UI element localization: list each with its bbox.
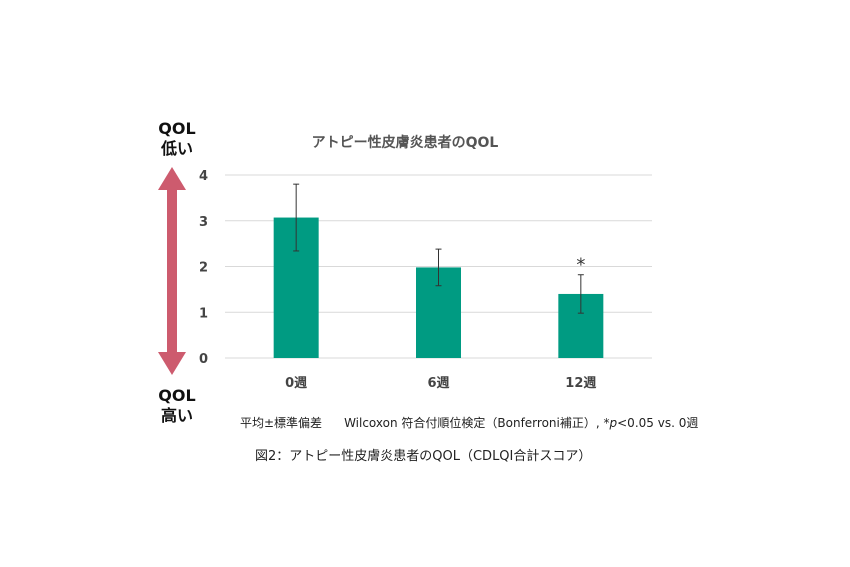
y-tick-label: 1: [199, 306, 208, 321]
y-tick-label: 3: [199, 215, 208, 230]
arrow-head-down: [158, 352, 186, 375]
x-category-label: 0週: [285, 376, 307, 391]
statistics-note: 平均±標準偏差 Wilcoxon 符合付順位検定（Bonferroni補正）, *…: [240, 414, 800, 431]
x-category-label: 6週: [427, 376, 449, 391]
qol-direction-arrow: [158, 167, 186, 375]
error-bars: [293, 183, 584, 314]
significance-markers: *: [576, 255, 585, 276]
qol-high-label-line1: QOL: [158, 386, 196, 405]
chart-title: アトピー性皮膚炎患者のQOL: [311, 135, 499, 151]
qol-low-label-line2: 低い: [160, 139, 193, 158]
qol-low-label: QOL 低い: [142, 119, 212, 159]
qol-high-label: QOL 高い: [142, 386, 212, 426]
qol-high-label-line2: 高い: [160, 406, 193, 425]
arrow-shaft: [167, 188, 177, 356]
figure-caption: 図2：アトピー性皮膚炎患者のQOL（CDLQI合計スコア）: [255, 449, 592, 464]
y-tick-label: 4: [199, 169, 208, 184]
y-axis-ticks: 0 1 2 3 4: [199, 169, 208, 367]
y-tick-label: 0: [199, 352, 208, 367]
stat-method-label: Wilcoxon 符合付順位検定（Bonferroni補正）, *: [344, 416, 610, 430]
p-symbol: p: [609, 416, 618, 430]
bars: [273, 217, 604, 358]
x-category-label: 12週: [565, 376, 596, 391]
stat-method-tail: <0.05 vs. 0週: [617, 416, 699, 430]
significance-marker: *: [576, 255, 585, 276]
stats-label: 平均±標準偏差: [240, 416, 323, 430]
y-tick-label: 2: [199, 261, 208, 276]
qol-low-label-line1: QOL: [158, 119, 196, 138]
arrow-head-up: [158, 167, 186, 190]
x-axis-categories: 0週 6週 12週: [285, 376, 596, 391]
